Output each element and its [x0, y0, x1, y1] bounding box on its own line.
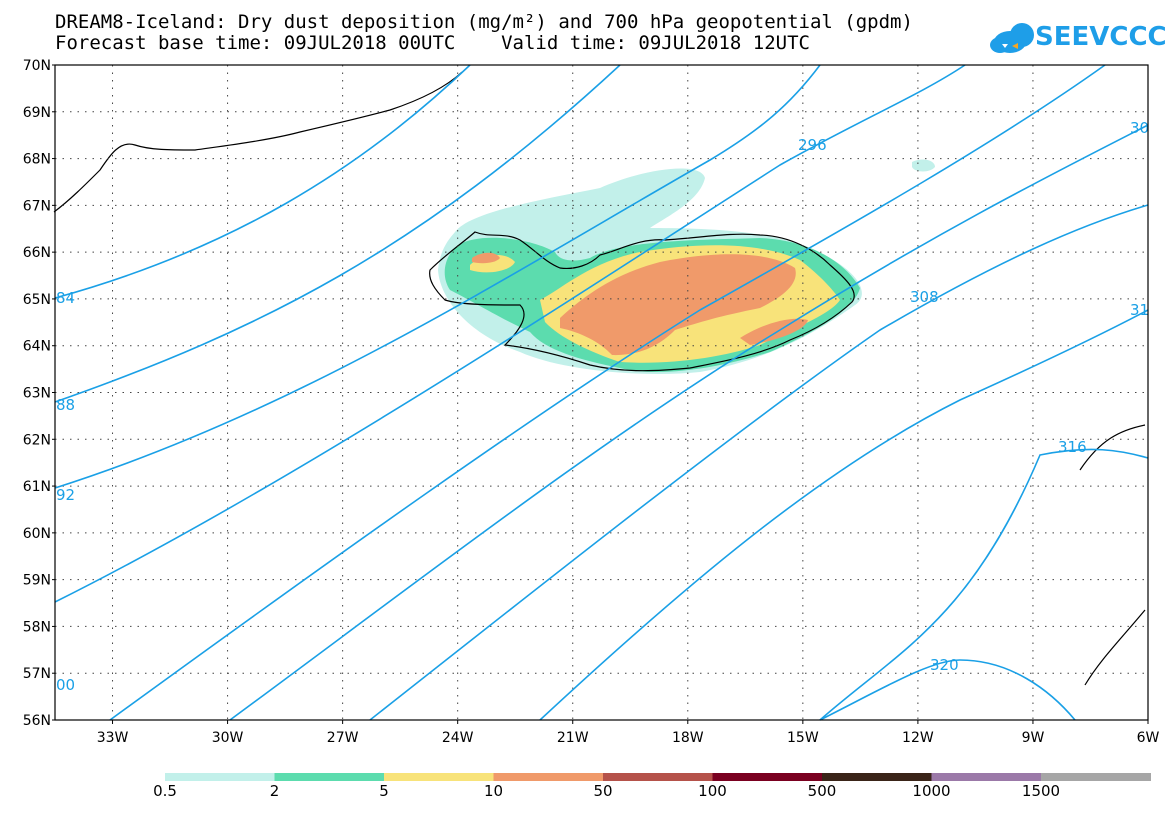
latitude-labels: 56N 57N 58N 59N 60N 61N 62N 63N 64N 65N 66N 67N 68N 6… — [23, 58, 55, 729]
colorbar-label: 500 — [807, 782, 837, 800]
colorbar-label: 0.5 — [153, 782, 177, 800]
contour-label: 92 — [56, 486, 75, 504]
latitude-label: 62N — [23, 432, 51, 448]
contour-labels: 296 308 316 320 84 88 92 00 30 31 — [56, 119, 1149, 694]
geopotential-contours — [54, 64, 1149, 721]
longitude-label: 6W — [1137, 730, 1160, 746]
latitude-label: 64N — [23, 339, 51, 355]
latitude-label: 67N — [23, 198, 51, 214]
longitude-label: 21W — [557, 730, 589, 746]
contour-line — [54, 64, 621, 403]
iceland-coastline — [429, 231, 855, 372]
longitude-label: 33W — [97, 730, 129, 746]
longitude-labels: 33W 30W 27W 24W 21W 18W 15W 12W 9W 6W — [97, 720, 1160, 746]
colorbar-label: 2 — [269, 782, 280, 800]
latitude-label: 58N — [23, 619, 51, 635]
colorbar-label: 100 — [698, 782, 727, 800]
latitude-label: 59N — [23, 573, 51, 589]
map-title: DREAM8-Iceland: Dry dust deposition (mg/… — [55, 11, 913, 33]
latitude-label: 60N — [23, 526, 51, 542]
contour-line — [54, 64, 966, 603]
latitude-label: 65N — [23, 292, 51, 308]
colorbar-swatch — [603, 773, 713, 781]
colorbar-label: 1000 — [912, 782, 951, 800]
longitude-label: 15W — [787, 730, 819, 746]
colorbar-swatch — [384, 773, 494, 781]
contour-line — [54, 64, 471, 299]
latitude-label: 66N — [23, 245, 51, 261]
colorbar-swatch — [274, 773, 385, 781]
contour-line — [109, 64, 1106, 721]
colorbar-label: 10 — [483, 782, 504, 800]
colorbar-label: 1500 — [1021, 782, 1061, 800]
scotland-coastline — [1079, 424, 1146, 686]
dust-level-10 — [560, 254, 796, 356]
map-subtitle-times: Forecast base time: 09JUL2018 00UTC Vali… — [55, 32, 810, 54]
latitude-label: 69N — [23, 105, 51, 121]
contour-line — [819, 659, 1076, 721]
longitude-label: 27W — [327, 730, 359, 746]
contour-label: 308 — [910, 288, 939, 306]
longitude-label: 12W — [902, 730, 934, 746]
longitude-label: 24W — [442, 730, 474, 746]
greenland-coastline — [53, 71, 463, 213]
longitude-label: 18W — [672, 730, 704, 746]
contour-line — [54, 64, 821, 489]
dust-deposition-shading — [438, 159, 935, 374]
contour-line — [539, 309, 1149, 721]
contour-label: 316 — [1058, 438, 1087, 456]
contour-label: 320 — [930, 656, 959, 674]
latitude-label: 61N — [23, 479, 51, 495]
colorbar-swatch — [493, 773, 604, 781]
longitude-label: 9W — [1022, 730, 1045, 746]
contour-line — [229, 124, 1149, 721]
map-frame — [54, 64, 1149, 721]
colorbar-swatch — [1041, 773, 1151, 781]
logo-text: SEEVCCC — [1035, 22, 1167, 52]
latitude-label: 68N — [23, 152, 51, 168]
graticule — [55, 65, 1148, 720]
latitude-label: 63N — [23, 386, 51, 402]
coastlines — [53, 71, 1146, 686]
contour-label: 84 — [56, 289, 75, 307]
colorbar-swatch — [931, 773, 1042, 781]
longitude-label: 30W — [212, 730, 244, 746]
contour-line — [369, 204, 1149, 721]
cloud-icon — [990, 23, 1034, 53]
contour-label: 88 — [56, 396, 75, 414]
colorbar — [165, 773, 1151, 781]
colorbar-swatch — [822, 773, 932, 781]
colorbar-swatch — [712, 773, 823, 781]
latitude-label: 57N — [23, 666, 51, 682]
seevccc-logo — [990, 23, 1034, 53]
contour-line — [819, 448, 1149, 721]
colorbar-swatch — [165, 773, 275, 781]
colorbar-label: 50 — [593, 782, 613, 800]
latitude-label: 56N — [23, 713, 51, 729]
contour-label: 296 — [798, 136, 827, 154]
contour-label: 31 — [1130, 301, 1149, 319]
contour-label: 00 — [56, 676, 75, 694]
colorbar-label: 5 — [379, 782, 389, 800]
latitude-label: 70N — [23, 58, 51, 74]
contour-label: 30 — [1130, 119, 1149, 137]
